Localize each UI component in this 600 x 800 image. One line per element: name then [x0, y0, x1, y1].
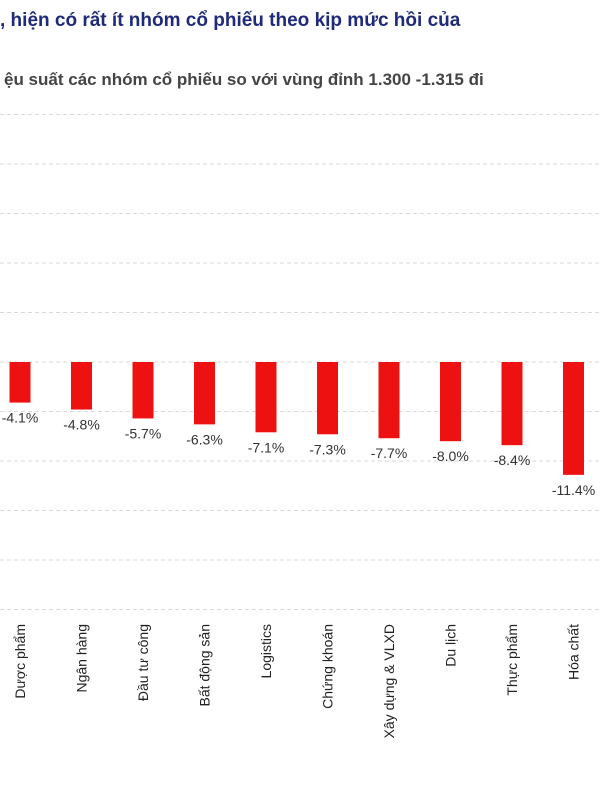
bar [317, 362, 338, 435]
bar [440, 362, 461, 442]
data-label: -8.0% [432, 448, 469, 464]
data-label: -4.8% [63, 417, 100, 433]
category-label: Xây dựng & VLXD [381, 624, 397, 738]
bar [378, 362, 400, 439]
category-label: Chứng khoán [320, 624, 336, 709]
bar [71, 362, 92, 410]
category-label: Đầu tư công [135, 624, 151, 701]
data-label: -7.1% [248, 439, 285, 455]
category-label: Dược phẩm [12, 624, 28, 699]
data-label: -4.1% [2, 410, 39, 426]
category-label: Ngân hàng [74, 624, 90, 693]
data-label: -8.4% [494, 452, 531, 468]
category-label: Hóa chất [566, 624, 582, 680]
bar [563, 362, 584, 475]
bar [255, 362, 277, 433]
data-label: -5.7% [125, 425, 162, 441]
data-label: -7.7% [371, 445, 408, 461]
data-label: -11.4% [552, 482, 595, 498]
category-label: Bất động sản [197, 624, 213, 707]
bar [132, 362, 154, 419]
bar [501, 362, 523, 446]
chart-subtitle: ệu suất các nhóm cổ phiếu so với vùng đỉ… [4, 70, 484, 89]
bar [9, 362, 31, 403]
data-label: -7.3% [309, 441, 346, 457]
data-label: -6.3% [186, 431, 223, 447]
category-label: Logistics [258, 624, 274, 678]
category-label: Thực phẩm [504, 624, 520, 696]
bar [194, 362, 215, 425]
category-label: Du lịch [443, 624, 459, 667]
chart-title: , hiện có rất ít nhóm cổ phiếu theo kịp … [0, 10, 461, 31]
